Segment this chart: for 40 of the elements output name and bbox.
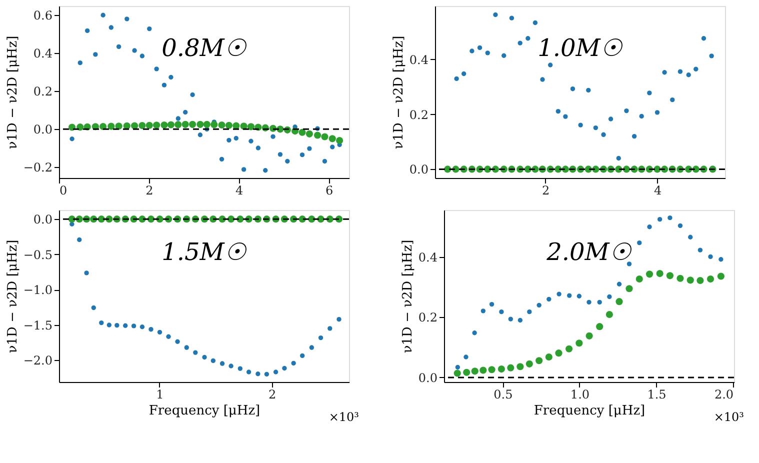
x-tick-label: 2	[146, 184, 154, 198]
y-tick-label: 0.2	[409, 108, 428, 122]
y-tick-label: −0.2	[23, 160, 52, 175]
x-tick-label: 6	[325, 184, 334, 198]
x-tick-label: 0	[60, 184, 68, 198]
x-axis-title: Frequency [μHz]	[148, 404, 260, 418]
x-tick-label: 4	[654, 184, 662, 198]
y-tick-label: 0.4	[33, 46, 53, 61]
y-axis-title: ν1D − ν2D [μHz]	[5, 36, 20, 150]
x-tick-label: 2	[542, 184, 550, 198]
x-tick-label: 1	[156, 388, 164, 402]
x-tick-label: 2	[268, 388, 276, 402]
x-tick-label: 4	[236, 184, 244, 198]
x-tick-label: 1.0	[570, 388, 590, 402]
y-tick-label: 0.4	[418, 250, 438, 264]
y-tick-label: 0.6	[33, 8, 52, 23]
y-tick-label: −0.5	[23, 248, 52, 262]
y-tick-label: 0.0	[33, 212, 52, 227]
x-axis-title: Frequency [μHz]	[534, 404, 646, 418]
y-tick-label: −2.0	[23, 354, 52, 368]
y-tick-label: −1.0	[23, 283, 52, 298]
y-tick-label: 0.2	[33, 84, 52, 99]
x-tick-label: 2.0	[714, 388, 734, 402]
y-axis-title: ν1D − ν2D [μHz]	[5, 240, 20, 354]
x-tick-label: 1.5	[647, 388, 666, 402]
annotation: 2.0M☉	[546, 238, 632, 266]
text: ×10³	[328, 410, 360, 424]
text: ×10³	[714, 410, 744, 424]
x-tick-label: 0.5	[494, 388, 513, 402]
y-tick-label: 0.0	[33, 122, 52, 137]
y-axis-title: ν1D − ν2D [μHz]	[391, 36, 406, 150]
y-tick-label: 0.0	[409, 162, 428, 177]
y-tick-label: 0.0	[418, 370, 438, 385]
annotation: 1.0M☉	[538, 34, 624, 62]
annotation: 0.8M☉	[162, 34, 248, 62]
y-axis-title: ν1D − ν2D [μHz]	[400, 240, 416, 354]
annotation: 1.5M☉	[162, 238, 248, 266]
y-tick-label: 0.4	[409, 52, 429, 67]
y-tick-label: 0.2	[418, 310, 438, 325]
y-tick-label: −1.5	[23, 318, 52, 332]
